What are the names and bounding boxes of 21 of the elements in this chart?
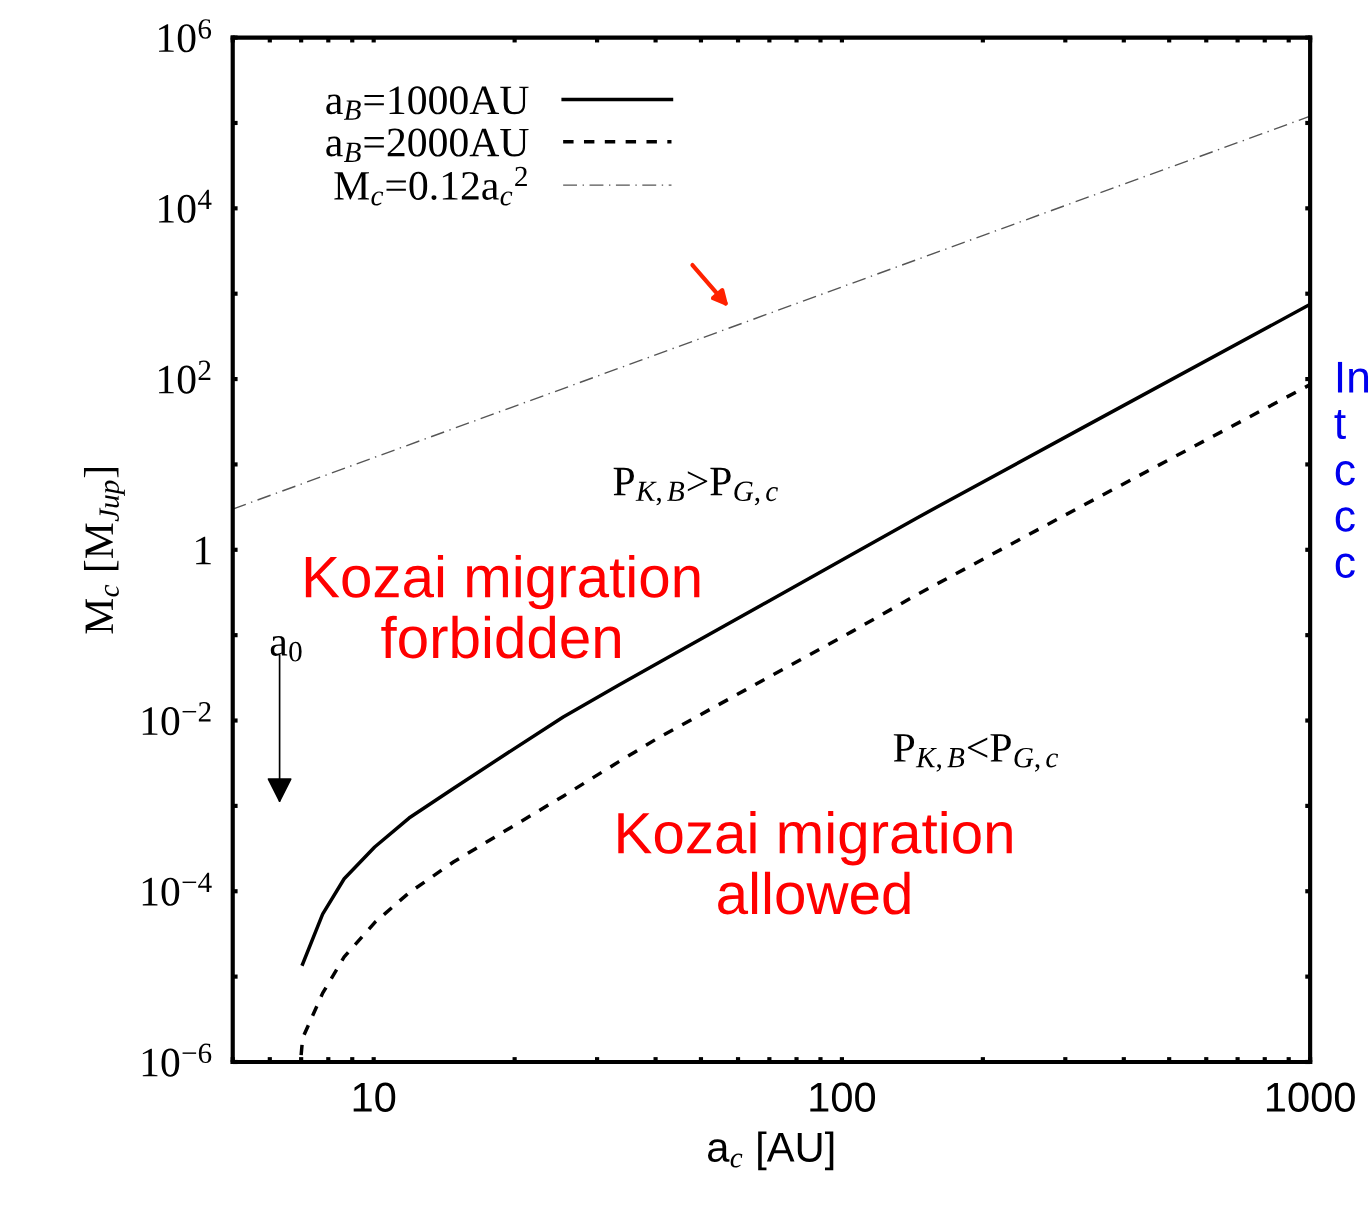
text: In t c c c: [1334, 361, 1369, 578]
legend-label: M$_{c}$=0.12a$_{c}$$^{2}$: [334, 166, 527, 206]
y-tick-label: 10$^{6}$: [159, 19, 212, 53]
y-tick-label: 10$^{−2}$: [142, 702, 211, 736]
y-tick-label: 10$^{4}$: [159, 189, 212, 223]
y-tick-label: 10$^{−6}$: [142, 1043, 212, 1077]
x-tick-label: 1000: [1266, 1082, 1355, 1113]
annotation: Kozai migration allowed: [618, 811, 1012, 915]
x-axis-title: a$_{c}$ [AU]: [707, 1131, 834, 1171]
annotation: a$_{0}$: [270, 635, 302, 662]
x-tick-label: 100: [810, 1082, 876, 1113]
y-axis-title: M$_{c}$ [M$_{Jup}$]: [83, 467, 125, 634]
annotation: Kozai migration forbidden: [305, 554, 700, 659]
annotation: P$_{K,B}$<P$_{G,c}$: [893, 734, 1059, 772]
y-tick-label: 1: [196, 536, 211, 565]
y-tick-label: 10$^{−4}$: [142, 872, 212, 906]
legend-label: a$_{B}$=2000AU: [326, 128, 529, 162]
annotation: P$_{K,B}$>P$_{G,c}$: [613, 467, 778, 506]
y-tick-label: 10$^{2}$: [159, 360, 211, 394]
legend-label: a$_{B}$=1000AU: [326, 86, 529, 120]
x-tick-label: 10: [353, 1082, 396, 1113]
